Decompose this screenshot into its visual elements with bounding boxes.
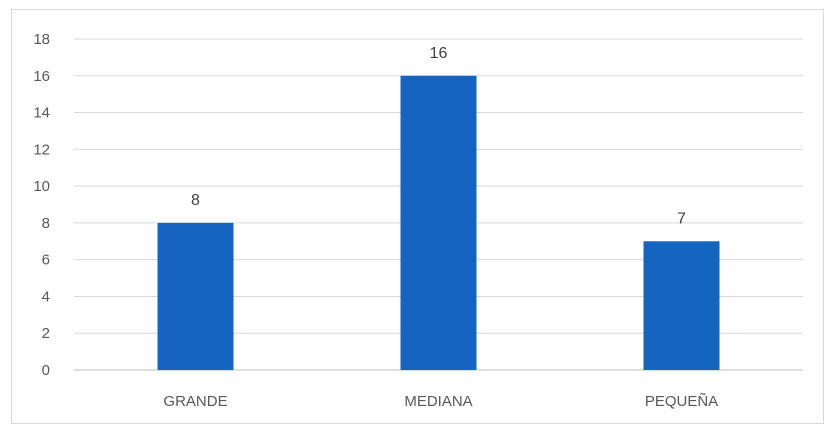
y-tick-label: 6 [42,252,50,269]
data-labels: 8 16 7 [191,45,686,227]
data-label: 16 [430,45,448,62]
y-tick-label: 16 [33,68,50,85]
y-tick-label: 18 [33,31,50,48]
y-tick-label: 10 [33,178,50,195]
y-tick-label: 0 [42,362,50,379]
y-axis-ticks: 0 2 4 6 8 10 12 14 16 18 [33,31,50,379]
x-tick-label: PEQUEÑA [645,393,718,410]
y-tick-label: 14 [33,105,50,122]
bar [643,241,720,370]
x-tick-label: GRANDE [163,393,227,410]
data-label: 7 [677,210,686,227]
y-tick-label: 4 [42,288,50,305]
data-label: 8 [191,192,200,209]
y-tick-label: 12 [33,141,50,158]
y-tick-label: 2 [42,325,50,342]
x-axis-ticks: GRANDE MEDIANA PEQUEÑA [163,393,718,410]
bars [157,75,720,371]
bar [400,75,477,371]
x-tick-label: MEDIANA [404,393,472,410]
bar [157,222,234,370]
y-tick-label: 8 [42,215,50,232]
